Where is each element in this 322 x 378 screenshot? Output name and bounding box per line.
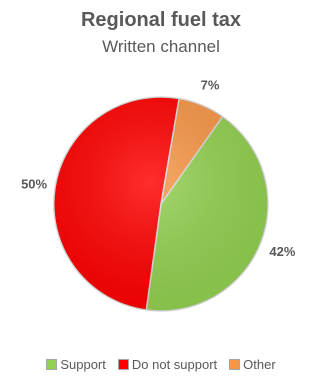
legend-item-other: Other [229, 357, 276, 372]
chart-subtitle: Written channel [102, 37, 220, 56]
data-label-do-not-support: 50% [21, 176, 47, 191]
legend-label: Do not support [131, 357, 218, 372]
data-label-support: 42% [269, 244, 295, 259]
chart-title: Regional fuel tax [80, 9, 242, 31]
legend-swatch [117, 359, 129, 370]
data-label-other: 7% [201, 77, 220, 92]
legend-item-do-not-support: Do not support [117, 357, 218, 372]
legend-item-support: Support [46, 357, 106, 372]
legend-label: Support [60, 357, 106, 372]
legend: Support Do not support Other [0, 357, 322, 372]
legend-label: Other [243, 357, 276, 372]
legend-swatch [229, 359, 241, 370]
legend-swatch [46, 359, 58, 370]
